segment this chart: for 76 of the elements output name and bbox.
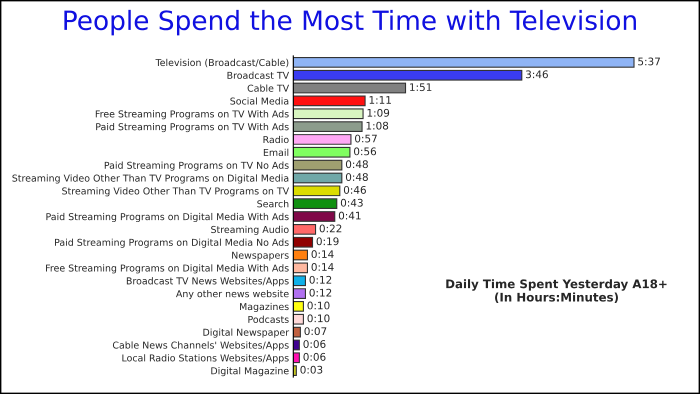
bar: [293, 224, 316, 235]
y-tick-label: Broadcast TV: [228, 72, 290, 79]
y-tick-label: Streaming Video Other Than TV Programs on TV: [62, 187, 290, 196]
y-tick-label: Any other news website: [176, 290, 289, 300]
bar: [293, 108, 364, 120]
y-tick-label: Cable News Channels' Websites/Apps: [112, 341, 289, 350]
data-label: 0:06: [303, 340, 326, 348]
chart-title: People Spend the Most Time with Television: [64, 10, 636, 36]
bar: [293, 198, 338, 210]
y-tick-label: Email: [264, 148, 288, 156]
data-label: 0:06: [303, 352, 326, 361]
data-label: 5:37: [638, 58, 660, 66]
data-label: 1:51: [410, 83, 432, 92]
y-tick-label: Magazines: [240, 302, 289, 312]
bar: [293, 57, 635, 68]
bar: [293, 211, 336, 222]
data-label: 0:48: [346, 160, 368, 168]
bar: [293, 288, 306, 299]
bar: [293, 121, 363, 132]
data-label: 0:03: [300, 366, 322, 374]
data-label: 1:08: [366, 122, 388, 130]
data-label: 0:14: [312, 263, 334, 271]
data-label: 0:10: [308, 302, 330, 310]
data-label: 0:46: [344, 186, 366, 194]
bar: [293, 236, 314, 248]
y-tick-label: Paid Streaming Programs on Digital Media No Ads: [55, 238, 289, 248]
y-tick-label: Free Streaming Programs on Digital Media With Ads: [46, 264, 289, 274]
y-tick-label: Streaming Audio: [211, 226, 289, 235]
bar: [293, 134, 352, 145]
y-tick-label: Paid Streaming Programs on TV With Ads: [96, 123, 289, 132]
y-tick-label: Digital Newspaper: [203, 328, 290, 338]
bar: [293, 160, 342, 170]
y-tick-label: Broadcast TV News Websites/Apps: [126, 277, 289, 286]
y-tick-label: Digital Magazine: [211, 367, 289, 376]
bar: [293, 262, 308, 274]
y-tick-label: Search: [257, 200, 288, 208]
data-label: 0:56: [354, 147, 376, 156]
data-label: 0:14: [312, 250, 334, 258]
y-tick-label: Social Media: [230, 97, 288, 105]
y-tick-label: Local Radio Stations Websites/Apps: [122, 354, 289, 364]
bar: [293, 172, 342, 184]
bar: [293, 70, 522, 81]
y-tick-label: Paid Streaming Programs on TV No Ads: [104, 162, 289, 171]
data-label: 0:12: [310, 288, 332, 297]
data-label: 0:12: [310, 276, 332, 284]
y-tick-label: Radio: [264, 136, 289, 144]
y-tick-label: Podcasts: [248, 316, 289, 323]
y-tick-label: Television (Broadcast/Cable): [155, 58, 288, 68]
data-label: 1:09: [368, 108, 390, 117]
data-label: 0:22: [320, 224, 342, 232]
data-label: 0:10: [308, 314, 330, 322]
data-label: 0:19: [316, 237, 339, 246]
bar: [293, 185, 340, 196]
annotation: Daily Time Spent Yesterday A18+ (In Hours:Minutes): [446, 279, 667, 304]
y-tick-label: Newspapers: [232, 252, 289, 261]
bar: [293, 82, 406, 94]
y-tick-label: Paid Streaming Programs on Digital Media With Ads: [46, 212, 289, 222]
bar: [293, 326, 301, 338]
data-label: 0:57: [355, 134, 377, 142]
data-label: 0:43: [340, 198, 363, 207]
y-tick-label: Cable TV: [248, 84, 290, 92]
data-label: 1:11: [370, 96, 391, 104]
bar: [293, 96, 366, 106]
y-tick-label: Free Streaming Programs on TV With Ads: [96, 110, 289, 120]
data-label: 0:41: [338, 212, 361, 220]
y-tick-label: Streaming Video Other Than TV Programs on Digital Media: [12, 174, 288, 184]
bar: [293, 301, 304, 312]
data-label: 3:46: [526, 70, 548, 78]
bar: [293, 340, 300, 350]
bar: [293, 314, 304, 325]
data-label: 0:07: [304, 327, 326, 336]
bar: [293, 250, 308, 260]
bar: [293, 352, 300, 364]
bar: [293, 146, 350, 158]
data-label: 0:48: [346, 173, 368, 181]
bar: [293, 275, 306, 286]
